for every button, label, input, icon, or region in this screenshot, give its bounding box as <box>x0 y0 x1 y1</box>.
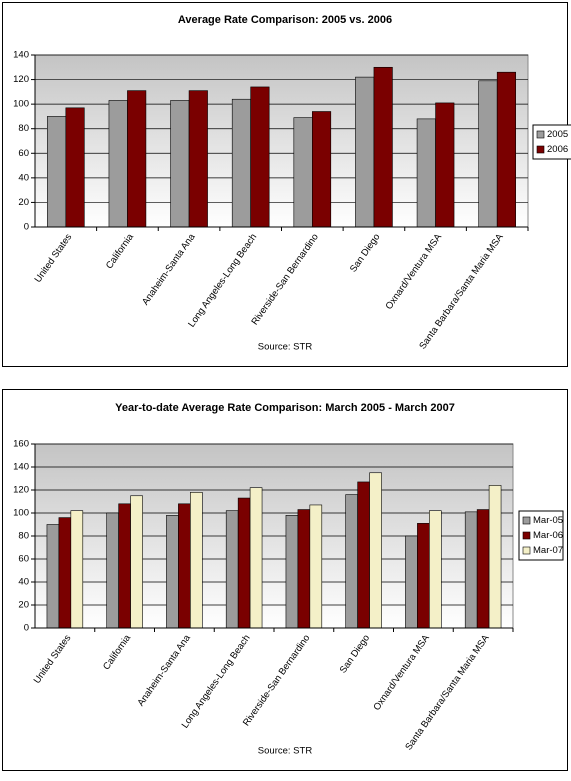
y-tick-label: 60 <box>18 554 29 565</box>
bar <box>188 90 208 228</box>
y-tick-label: 120 <box>13 74 29 85</box>
legend-swatch <box>536 145 545 154</box>
bar <box>225 510 239 629</box>
y-tick-label: 40 <box>18 172 29 183</box>
y-tick-label: 20 <box>18 600 29 611</box>
bar <box>478 80 498 228</box>
bar <box>297 509 311 629</box>
bar <box>345 494 358 629</box>
source-note: Source: STR <box>258 746 313 757</box>
bar <box>58 517 72 629</box>
bar <box>435 102 455 228</box>
bar <box>127 90 147 228</box>
y-tick-label: 140 <box>13 462 29 473</box>
y-tick-label: 120 <box>13 485 29 496</box>
bar <box>65 107 85 228</box>
bar <box>249 487 263 629</box>
bar <box>369 472 382 629</box>
bar <box>416 118 436 228</box>
legend-box <box>532 124 571 160</box>
bar <box>357 481 370 629</box>
bar <box>250 86 270 228</box>
bar <box>496 71 516 228</box>
bar <box>106 512 119 629</box>
bar <box>417 523 430 629</box>
bar <box>285 514 299 629</box>
y-tick-label: 100 <box>13 99 29 110</box>
bar <box>130 495 143 629</box>
legend-swatch <box>522 516 531 525</box>
chart-title: Average Rate Comparison: 2005 vs. 2006 <box>178 14 392 26</box>
bar <box>237 497 251 629</box>
bar <box>405 535 418 629</box>
bar <box>108 100 128 228</box>
bar <box>373 66 393 228</box>
bar <box>190 491 203 629</box>
bar <box>118 503 131 629</box>
y-tick-label: 80 <box>18 123 29 134</box>
bar <box>464 511 478 629</box>
legend-label: Mar-05 <box>533 515 563 526</box>
bar <box>231 98 251 228</box>
bar <box>355 76 375 228</box>
bar <box>476 509 490 629</box>
bar <box>429 510 442 629</box>
bar <box>170 100 190 228</box>
y-tick-label: 60 <box>18 148 29 159</box>
y-tick-label: 140 <box>13 50 29 61</box>
legend-label: 2005 <box>547 129 568 140</box>
bar <box>178 503 191 629</box>
bar <box>70 510 84 629</box>
y-tick-label: 100 <box>13 508 29 519</box>
bar <box>488 485 502 629</box>
source-note: Source: STR <box>258 342 313 353</box>
legend-swatch <box>522 546 531 555</box>
y-tick-label: 0 <box>24 222 29 233</box>
legend-label: Mar-06 <box>533 530 563 541</box>
bar <box>312 111 332 228</box>
y-tick-label: 160 <box>13 439 29 450</box>
bar <box>293 117 313 228</box>
bar <box>309 504 323 629</box>
legend-swatch <box>522 531 531 540</box>
y-tick-label: 40 <box>18 577 29 588</box>
bar <box>166 514 179 629</box>
chart-title: Year-to-date Average Rate Comparison: Ma… <box>115 402 455 414</box>
y-tick-label: 0 <box>24 623 29 634</box>
bar <box>47 116 67 228</box>
y-tick-label: 20 <box>18 197 29 208</box>
bar <box>46 524 60 629</box>
legend-label: 2006 <box>547 144 568 155</box>
legend-swatch <box>536 130 545 139</box>
y-tick-label: 80 <box>18 531 29 542</box>
legend-label: Mar-07 <box>533 545 563 556</box>
